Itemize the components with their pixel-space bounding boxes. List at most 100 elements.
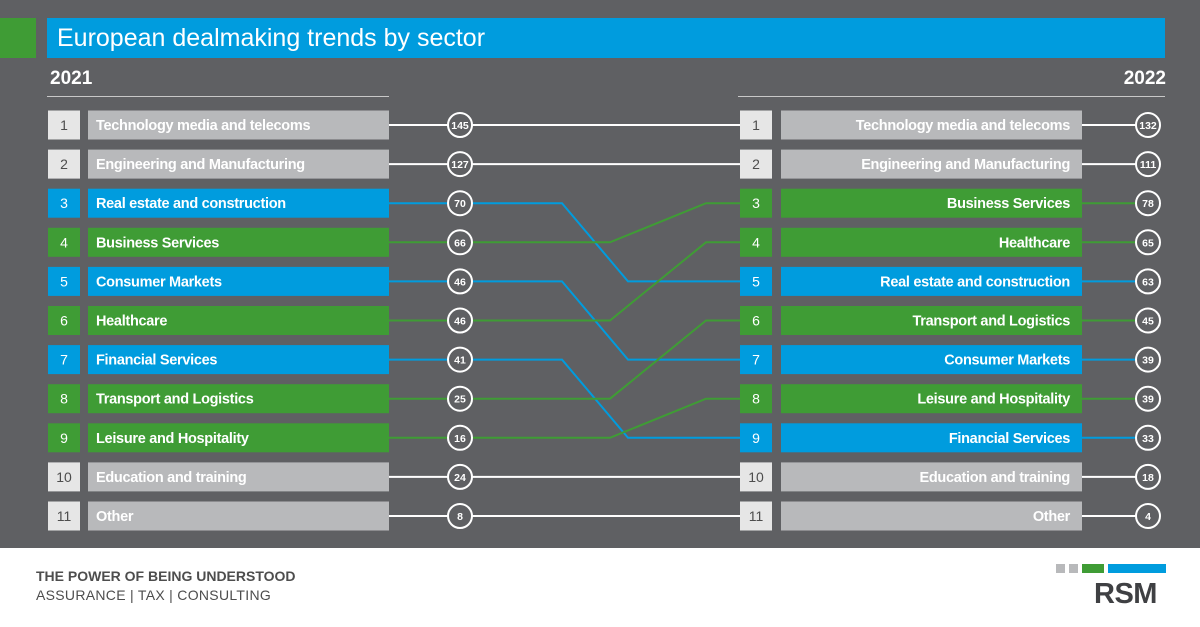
- sector-label: Business Services: [947, 196, 1070, 212]
- sector-bar: [781, 266, 1082, 296]
- rank-box: [48, 462, 80, 492]
- value-circle: [1135, 229, 1161, 256]
- sector-label: Financial Services: [96, 353, 217, 369]
- rank-number: 1: [752, 117, 760, 133]
- value-label: 132: [1139, 120, 1157, 132]
- rank-number: 6: [752, 313, 760, 329]
- sector-bar: [88, 266, 389, 296]
- rank-number: 3: [60, 195, 68, 211]
- value-circle: [1135, 151, 1161, 178]
- sector-label: Engineering and Manufacturing: [861, 157, 1070, 173]
- sector-label: Education and training: [96, 470, 247, 486]
- rank-number: 7: [60, 352, 68, 368]
- sector-bar: [88, 384, 389, 414]
- rank-number: 4: [60, 234, 68, 250]
- sector-label: Leisure and Hospitality: [96, 431, 249, 447]
- sector-bar: [88, 188, 389, 218]
- sector-bar: [88, 149, 389, 179]
- logo-text: RSM: [1094, 578, 1157, 610]
- sector-label: Consumer Markets: [96, 274, 222, 290]
- value-label: 39: [1142, 355, 1154, 367]
- value-circle: [447, 463, 473, 490]
- logo-grey-square: [1069, 564, 1078, 573]
- rank-box: [740, 266, 772, 296]
- title-accent-square: [0, 18, 36, 58]
- sector-bar: [781, 423, 1082, 453]
- sector-bar: [88, 423, 389, 453]
- rank-box: [48, 149, 80, 179]
- value-label: 66: [454, 237, 466, 249]
- value-circle: [1135, 385, 1161, 412]
- footer-tagline: THE POWER OF BEING UNDERSTOOD: [36, 568, 296, 584]
- sector-bar: [88, 462, 389, 492]
- value-circle: [1135, 190, 1161, 217]
- value-circle: [1135, 112, 1161, 138]
- logo-green-bar: [1082, 564, 1104, 573]
- rank-box: [740, 110, 772, 140]
- value-label: 18: [1142, 472, 1154, 484]
- value-circle: [1135, 463, 1161, 490]
- value-circle: [1135, 503, 1161, 529]
- rank-box: [740, 384, 772, 414]
- sector-bar: [781, 188, 1082, 218]
- year-left-label: 2021: [50, 68, 93, 89]
- value-label: 65: [1142, 237, 1154, 249]
- rank-number: 4: [752, 234, 760, 250]
- rank-number: 6: [60, 313, 68, 329]
- value-label: 16: [454, 433, 466, 445]
- value-circle: [447, 307, 473, 334]
- rank-number: 8: [60, 391, 68, 407]
- right-divider: [738, 96, 1165, 97]
- rank-number: 9: [752, 430, 760, 446]
- rank-number: 2: [60, 156, 68, 172]
- rank-box: [48, 306, 80, 335]
- value-label: 41: [454, 355, 466, 367]
- value-circle: [447, 229, 473, 256]
- rank-number: 5: [752, 273, 760, 289]
- sector-bar: [88, 227, 389, 257]
- sector-label: Business Services: [96, 235, 219, 251]
- sector-bar: [781, 227, 1082, 257]
- rank-number: 2: [752, 156, 760, 172]
- value-label: 8: [457, 511, 463, 523]
- rank-box: [740, 462, 772, 492]
- value-circle: [447, 346, 473, 373]
- rank-box: [48, 384, 80, 414]
- sector-label: Education and training: [920, 470, 1071, 486]
- rank-box: [740, 345, 772, 375]
- sector-label: Real estate and construction: [96, 196, 286, 212]
- rank-number: 3: [752, 195, 760, 211]
- value-circle: [447, 151, 473, 178]
- rank-number: 11: [749, 508, 764, 524]
- sector-bar: [781, 462, 1082, 492]
- sector-label: Real estate and construction: [880, 274, 1070, 290]
- sector-label: Financial Services: [949, 431, 1070, 447]
- rank-number: 11: [57, 508, 72, 524]
- value-circle: [447, 112, 473, 138]
- sector-bar: [781, 384, 1082, 414]
- sector-label: Transport and Logistics: [96, 392, 254, 408]
- value-circle: [447, 424, 473, 451]
- sector-bar: [781, 501, 1082, 531]
- sector-bar: [88, 345, 389, 375]
- value-label: 111: [1140, 159, 1157, 171]
- logo-grey-square: [1056, 564, 1065, 573]
- rank-box: [48, 188, 80, 218]
- value-label: 4: [1145, 511, 1151, 523]
- value-label: 25: [454, 394, 466, 406]
- value-circle: [447, 190, 473, 217]
- sector-bar: [781, 306, 1082, 335]
- rank-box: [48, 423, 80, 453]
- rank-box: [48, 501, 80, 531]
- sector-label: Other: [96, 509, 134, 525]
- value-label: 24: [454, 472, 466, 484]
- chart-title: European dealmaking trends by sector: [47, 18, 1165, 58]
- rank-number: 5: [60, 273, 68, 289]
- sector-label: Consumer Markets: [944, 353, 1070, 369]
- rank-box: [740, 149, 772, 179]
- sector-bar: [88, 110, 389, 140]
- connector-line: [389, 397, 740, 439]
- value-label: 39: [1142, 394, 1154, 406]
- value-label: 127: [451, 159, 469, 171]
- value-circle: [1135, 268, 1161, 295]
